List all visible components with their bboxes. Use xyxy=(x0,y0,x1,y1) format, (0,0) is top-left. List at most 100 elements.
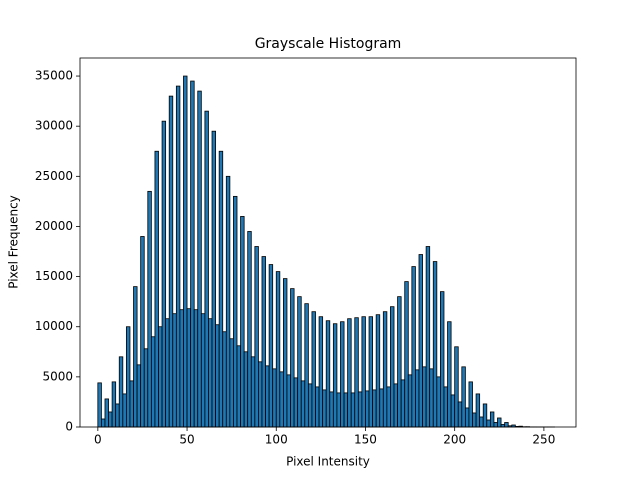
bar xyxy=(312,312,316,427)
bar xyxy=(173,314,177,427)
bar xyxy=(494,422,498,427)
bar xyxy=(344,393,348,427)
bar xyxy=(462,367,466,427)
bar xyxy=(130,381,134,427)
bar xyxy=(112,382,116,427)
x-tick-label: 50 xyxy=(179,433,194,447)
x-axis-label: Pixel Intensity xyxy=(286,455,370,469)
bar xyxy=(151,337,155,427)
bar xyxy=(390,307,394,427)
bar xyxy=(144,349,148,427)
bar xyxy=(365,391,369,427)
bar xyxy=(426,247,430,427)
bar xyxy=(155,151,159,427)
bar xyxy=(166,319,170,427)
bar xyxy=(405,282,409,427)
chart-title: Grayscale Histogram xyxy=(255,36,402,52)
bar xyxy=(280,372,284,427)
bar xyxy=(458,402,462,427)
bar xyxy=(176,86,180,427)
bar xyxy=(323,390,327,427)
bar xyxy=(169,96,173,427)
bar xyxy=(137,365,141,427)
bar xyxy=(316,387,320,427)
bar xyxy=(483,404,487,427)
bar xyxy=(126,327,130,427)
bar xyxy=(98,383,102,427)
bar xyxy=(298,297,302,427)
bar xyxy=(294,378,298,427)
bar xyxy=(226,176,230,427)
bar xyxy=(412,267,416,427)
x-tick-label: 200 xyxy=(443,433,466,447)
x-tick-label: 100 xyxy=(265,433,288,447)
y-tick-label: 30000 xyxy=(35,119,73,133)
bar xyxy=(487,420,491,427)
bar xyxy=(419,255,423,427)
bar xyxy=(355,318,359,427)
bar xyxy=(241,216,245,427)
bar xyxy=(505,422,509,427)
bar xyxy=(430,369,434,427)
bar xyxy=(398,297,402,427)
bar xyxy=(219,151,223,427)
bar xyxy=(201,314,205,427)
bar xyxy=(205,111,209,427)
bar xyxy=(251,357,255,427)
bar xyxy=(358,392,362,427)
bar xyxy=(362,317,366,427)
bar xyxy=(387,387,391,427)
bar xyxy=(237,346,241,427)
bar xyxy=(319,317,323,427)
bar xyxy=(444,387,448,427)
bar xyxy=(116,404,120,427)
bar xyxy=(348,319,352,427)
y-tick-label: 25000 xyxy=(35,169,73,183)
bar xyxy=(423,367,427,427)
bar xyxy=(287,375,291,427)
bar xyxy=(109,412,113,427)
bar xyxy=(255,247,259,427)
bar xyxy=(191,81,195,427)
y-tick-label: 15000 xyxy=(35,269,73,283)
bar xyxy=(326,321,330,427)
bar xyxy=(134,287,138,427)
bar xyxy=(162,121,166,427)
bar xyxy=(476,394,480,427)
bar xyxy=(337,393,341,427)
bar xyxy=(301,381,305,427)
bar xyxy=(369,317,373,427)
bar xyxy=(266,366,270,427)
bar xyxy=(180,310,184,427)
bar xyxy=(159,327,163,427)
bar xyxy=(212,131,216,427)
y-tick-label: 5000 xyxy=(42,369,73,383)
bar xyxy=(448,322,452,427)
bar xyxy=(490,412,494,427)
bar xyxy=(373,390,377,427)
bar xyxy=(394,384,398,427)
bar xyxy=(473,413,477,427)
x-tick-label: 150 xyxy=(354,433,377,447)
bar xyxy=(383,312,387,427)
bar xyxy=(187,309,191,427)
bar xyxy=(141,236,145,427)
y-tick-label: 35000 xyxy=(35,69,73,83)
bar xyxy=(415,370,419,427)
bar xyxy=(101,419,105,427)
bar xyxy=(248,231,252,427)
bar xyxy=(465,408,469,427)
bar xyxy=(105,399,109,427)
bar xyxy=(258,362,262,427)
bar xyxy=(480,417,484,427)
bar xyxy=(148,191,152,427)
bar xyxy=(208,319,212,427)
y-tick-label: 10000 xyxy=(35,319,73,333)
bar xyxy=(194,310,198,427)
bar xyxy=(223,332,227,427)
bar xyxy=(433,262,437,427)
bar xyxy=(262,257,266,427)
bar xyxy=(437,377,441,427)
bar xyxy=(233,196,237,427)
